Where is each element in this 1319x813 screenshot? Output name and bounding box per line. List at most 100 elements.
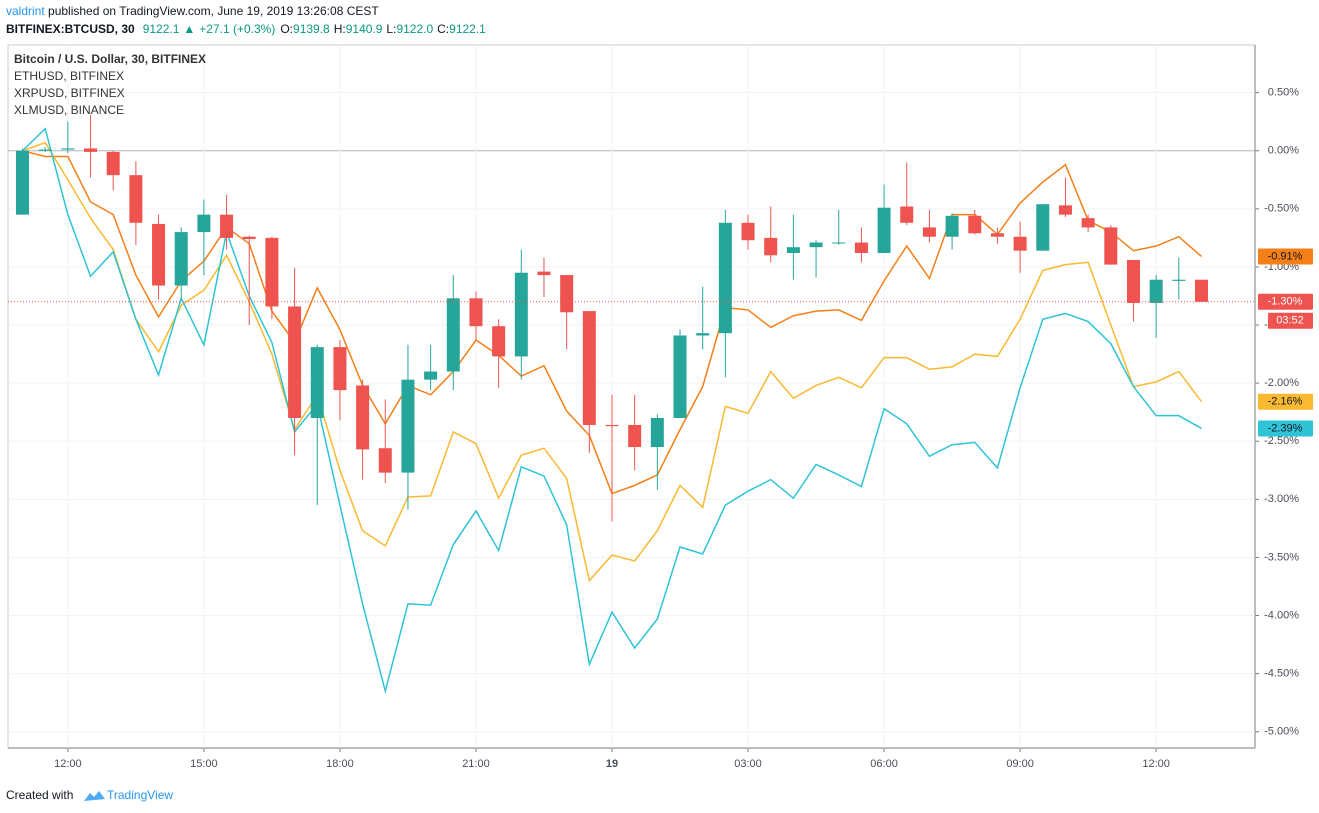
y-tick-label: 0.00% bbox=[1268, 145, 1299, 157]
y-tick-label: -4.50% bbox=[1264, 668, 1299, 680]
candle-body bbox=[265, 237, 279, 307]
candle-body bbox=[1081, 218, 1095, 228]
candle-body bbox=[174, 232, 188, 286]
last-price-label: -1.30% bbox=[1268, 296, 1303, 308]
candle-body bbox=[854, 242, 868, 253]
candle-body bbox=[84, 148, 98, 152]
candle-body bbox=[61, 148, 75, 150]
x-tick-label: 09:00 bbox=[1006, 758, 1034, 770]
candle-body bbox=[786, 247, 800, 253]
candle-body bbox=[220, 214, 234, 238]
candle-body bbox=[106, 151, 120, 176]
author: valdrint bbox=[6, 4, 45, 18]
ohlc-label: L: bbox=[386, 22, 396, 36]
candle-body bbox=[605, 424, 619, 427]
y-tick-label: -2.00% bbox=[1264, 377, 1299, 389]
legend-entry: ETHUSD, BITFINEX bbox=[14, 69, 124, 83]
legend-entry: XLMUSD, BINANCE bbox=[14, 103, 124, 117]
candle-body bbox=[537, 271, 551, 276]
brand-logo bbox=[84, 791, 105, 801]
symbol: BITFINEX:BTCUSD, 30 bbox=[6, 22, 135, 36]
candle-body bbox=[469, 298, 483, 327]
x-tick-label: 06:00 bbox=[870, 758, 898, 770]
candle-body bbox=[968, 215, 982, 234]
y-tick-label: -0.50% bbox=[1264, 203, 1299, 215]
candle-body bbox=[1036, 204, 1050, 251]
up-arrow: ▲ bbox=[183, 22, 195, 36]
candle-body bbox=[582, 311, 596, 425]
candle-body bbox=[152, 223, 166, 286]
candle-body bbox=[1172, 279, 1186, 281]
candle-body bbox=[492, 326, 506, 357]
x-tick-label: 03:00 bbox=[734, 758, 762, 770]
x-tick-label: 15:00 bbox=[190, 758, 218, 770]
comparison-line bbox=[21, 127, 1202, 695]
candle-body bbox=[401, 379, 415, 473]
ohlc-value: 9139.8 bbox=[293, 22, 330, 36]
last-value-label: -2.39% bbox=[1268, 422, 1303, 434]
y-tick-label: -3.50% bbox=[1264, 551, 1299, 563]
candle-body bbox=[560, 275, 574, 313]
candle-body bbox=[288, 306, 302, 418]
x-tick-label: 12:00 bbox=[1142, 758, 1170, 770]
last-price-box bbox=[1258, 293, 1313, 310]
candle-body bbox=[242, 236, 256, 240]
ohlc-value: 9140.9 bbox=[346, 22, 383, 36]
candle-body bbox=[877, 207, 891, 253]
candle-body bbox=[514, 272, 528, 357]
candle-body bbox=[1013, 236, 1027, 251]
candle-body bbox=[38, 149, 52, 151]
created-with: Created with bbox=[6, 788, 73, 802]
candle-body bbox=[650, 417, 664, 448]
candle-body bbox=[696, 333, 710, 336]
candle-body bbox=[16, 150, 30, 215]
published: published on TradingView.com, June 19, 2… bbox=[48, 4, 379, 18]
grid: 0.50%0.00%-0.50%-1.00%-1.50%-2.00%-2.50%… bbox=[8, 45, 1299, 770]
candle-body bbox=[197, 214, 211, 233]
candle-body bbox=[673, 335, 687, 418]
ohlc-value: 9122.1 bbox=[449, 22, 486, 36]
y-tick-label: -2.50% bbox=[1264, 435, 1299, 447]
ohlc-label: C: bbox=[437, 22, 449, 36]
candle-body bbox=[990, 233, 1004, 237]
last-value-box bbox=[1258, 393, 1313, 410]
last-value-label: -0.91% bbox=[1268, 250, 1303, 262]
candle-body bbox=[741, 222, 755, 241]
countdown-label: 03:52 bbox=[1276, 315, 1304, 327]
change: +27.1 (+0.3%) bbox=[199, 22, 275, 36]
brand: TradingView bbox=[107, 788, 173, 802]
x-tick-label: 21:00 bbox=[462, 758, 490, 770]
candle-body bbox=[378, 448, 392, 473]
candle-body bbox=[1194, 279, 1208, 302]
y-tick-label: -3.00% bbox=[1264, 493, 1299, 505]
candle-body bbox=[809, 242, 823, 248]
legend-title: Bitcoin / U.S. Dollar, 30, BITFINEX bbox=[14, 52, 206, 66]
marks: -1.30% 03:52 -0.91% -2.16% -2.39% bbox=[8, 114, 1313, 695]
candle-body bbox=[129, 175, 143, 223]
last-value-box bbox=[1258, 248, 1313, 265]
x-tick-label: 12:00 bbox=[54, 758, 82, 770]
candle-body bbox=[718, 222, 732, 334]
ohlc-value: 9122.0 bbox=[396, 22, 433, 36]
legend-entry: XRPUSD, BITFINEX bbox=[14, 86, 125, 100]
candle-body bbox=[922, 227, 936, 237]
x-tick-label: 19 bbox=[606, 758, 618, 770]
candle-body bbox=[356, 385, 370, 450]
symbol-line: BITFINEX:BTCUSD, 30 9122.1 ▲ +27.1 (+0.3%) O… bbox=[6, 22, 486, 36]
y-tick-label: -5.00% bbox=[1264, 726, 1299, 738]
candle-body bbox=[333, 347, 347, 391]
candle-body bbox=[1149, 279, 1163, 303]
candle-body bbox=[832, 242, 846, 244]
candle-body bbox=[628, 424, 642, 448]
last-price: 9122.1 bbox=[143, 22, 180, 36]
candle-body bbox=[1104, 227, 1118, 265]
candle-body bbox=[764, 237, 778, 256]
candle-body bbox=[1126, 259, 1140, 303]
countdown-box bbox=[1268, 312, 1313, 329]
candle-body bbox=[1058, 205, 1072, 215]
y-tick-label: 0.50% bbox=[1268, 87, 1299, 99]
candle-body bbox=[446, 298, 460, 372]
ohlc-label: O: bbox=[280, 22, 293, 36]
